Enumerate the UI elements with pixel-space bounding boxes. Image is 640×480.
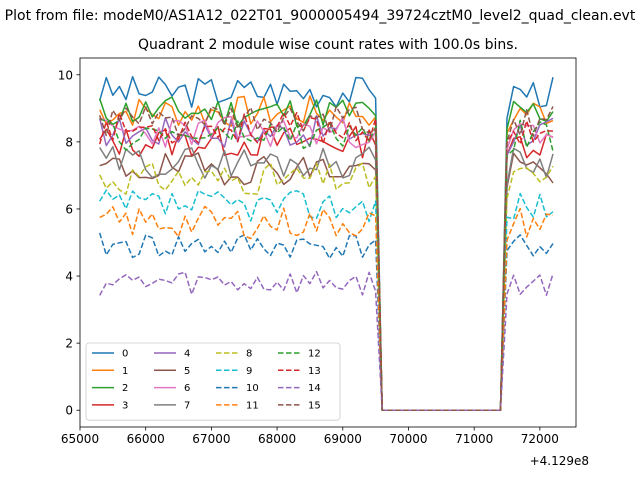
legend-label: 1 xyxy=(122,366,128,377)
y-tick-label: 0 xyxy=(65,404,73,418)
legend-label: 6 xyxy=(184,383,190,394)
figure-suptitle: Plot from file: modeM0/AS1A12_022T01_900… xyxy=(5,8,636,24)
y-tick-label: 10 xyxy=(58,68,73,82)
legend-label: 9 xyxy=(246,366,252,377)
x-tick-label: 66000 xyxy=(127,432,165,446)
x-tick-label: 68000 xyxy=(258,432,296,446)
series-line-12 xyxy=(99,118,554,411)
legend-label: 15 xyxy=(308,400,321,411)
x-offset-label: +4.129e8 xyxy=(530,454,589,468)
x-tick-label: 71000 xyxy=(455,432,493,446)
legend-label: 4 xyxy=(184,349,190,360)
x-tick-label: 69000 xyxy=(324,432,362,446)
x-tick-label: 67000 xyxy=(192,432,230,446)
legend-label: 12 xyxy=(308,349,321,360)
legend-label: 11 xyxy=(246,400,259,411)
series-line-15 xyxy=(98,105,554,411)
y-tick-label: 4 xyxy=(65,270,73,284)
legend-label: 8 xyxy=(246,349,252,360)
legend-box xyxy=(85,342,341,421)
y-tick-label: 8 xyxy=(65,135,73,149)
legend-label: 13 xyxy=(308,366,321,377)
legend-label: 2 xyxy=(122,383,128,394)
legend-label: 7 xyxy=(184,400,190,411)
axes-frame xyxy=(79,57,577,428)
legend-label: 10 xyxy=(246,383,259,394)
y-tick-label: 2 xyxy=(65,337,73,351)
legend-label: 5 xyxy=(184,366,190,377)
legend-label: 0 xyxy=(122,349,128,360)
legend-label: 14 xyxy=(308,383,321,394)
chart-title: Quadrant 2 module wise count rates with … xyxy=(138,37,518,53)
series-group xyxy=(98,75,554,411)
legend-label: 3 xyxy=(122,400,128,411)
x-tick-label: 70000 xyxy=(389,432,427,446)
plot-area: 65000 66000 67000 68000 69000 70000 71000 72000… xyxy=(58,57,577,446)
y-tick-label: 6 xyxy=(65,202,73,216)
x-tick-label: 72000 xyxy=(521,432,559,446)
x-tick-label: 65000 xyxy=(61,432,99,446)
